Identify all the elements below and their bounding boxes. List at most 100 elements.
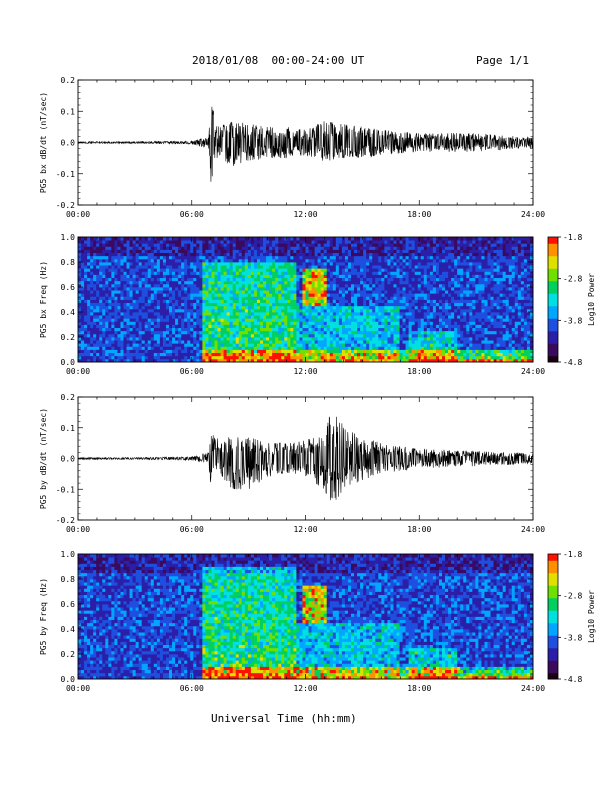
spectrogram-cell <box>223 287 228 291</box>
spectrogram-cell <box>438 268 443 272</box>
spectrogram-cell <box>141 268 146 272</box>
spectrogram-cell <box>108 277 112 282</box>
spectrogram-cell <box>135 302 140 307</box>
spectrogram-cell <box>275 315 279 319</box>
spectrogram-cell <box>235 249 240 254</box>
spectrogram-cell <box>402 262 406 266</box>
spectrogram-cell <box>244 346 249 350</box>
spectrogram-cell <box>244 262 249 266</box>
spectrogram-cell <box>162 262 167 266</box>
spectrogram-cell <box>111 337 115 341</box>
spectrogram-cell <box>284 302 288 307</box>
spectrogram-cell <box>323 252 328 257</box>
spectrogram-cell <box>123 277 127 282</box>
spectrogram-cell <box>266 315 270 319</box>
spectrogram-cell <box>260 321 264 325</box>
spectrogram-cell <box>256 352 261 357</box>
spectrogram-cell <box>211 287 215 291</box>
spectrogram-cell <box>141 296 146 300</box>
spectrogram-cell <box>420 346 425 350</box>
spectrogram-cell <box>272 321 276 325</box>
spectrogram-cell <box>241 290 246 294</box>
spectrogram-cell <box>156 337 161 341</box>
spectrogram-cell <box>338 249 343 254</box>
spectrogram-cell <box>123 296 127 300</box>
spectrogram-cell <box>141 333 146 338</box>
spectrogram-cell <box>442 340 446 344</box>
spectrogram-cell <box>150 237 155 241</box>
spectrogram-cell <box>435 305 440 310</box>
spectrogram-cell <box>414 343 419 347</box>
spectrogram-cell <box>202 237 206 241</box>
spectrogram-cell <box>93 268 97 272</box>
spectrogram-cell <box>417 346 422 350</box>
spectrogram-cell <box>287 258 291 263</box>
spectrogram-cell <box>187 293 191 297</box>
spectrogram-cell <box>357 240 361 244</box>
spectrogram-cell <box>211 352 215 357</box>
spectrogram-cell <box>375 237 379 241</box>
spectrogram-cell <box>260 262 264 266</box>
spectrogram-cell <box>411 255 416 260</box>
spectrogram-cell <box>99 358 103 363</box>
spectrogram-cell <box>408 293 413 297</box>
spectrogram-cell <box>187 343 191 347</box>
spectrogram-cell <box>172 330 176 335</box>
spectrogram-cell <box>181 302 185 307</box>
spectrogram-cell <box>217 252 221 257</box>
spectrogram-cell <box>272 324 276 329</box>
spectrogram-cell <box>405 258 410 263</box>
spectrogram-cell <box>266 255 270 260</box>
spectrogram-cell <box>90 312 94 316</box>
spectrogram-cell <box>347 290 352 294</box>
spectrogram-cell <box>335 296 340 300</box>
spectrogram-cell <box>426 315 431 319</box>
spectrogram-cell <box>84 355 88 360</box>
spectrogram-cell <box>93 318 97 322</box>
spectrogram-cell <box>153 274 158 279</box>
spectrogram-cell <box>193 277 197 282</box>
spectrogram-cell <box>117 308 121 313</box>
spectrogram-cell <box>132 287 137 291</box>
spectrogram-cell <box>432 330 437 335</box>
spectrogram-cell <box>363 305 367 310</box>
spectrogram-cell <box>284 293 288 297</box>
spectrogram-cell <box>205 271 209 275</box>
spectrogram-cell <box>211 255 215 260</box>
spectrogram-cell <box>429 346 434 350</box>
spectrogram-cell <box>241 312 246 316</box>
spectrogram-cell <box>287 271 291 275</box>
spectrogram-cell <box>314 237 319 241</box>
spectrogram-cell <box>269 237 273 241</box>
spectrogram-cell <box>402 249 406 254</box>
spectrogram-cell <box>435 265 440 269</box>
spectrogram-cell <box>320 265 325 269</box>
spectrogram-cell <box>314 349 319 354</box>
spectrogram-cell <box>442 249 446 254</box>
spectrogram-cell <box>278 337 282 341</box>
spectrogram-cell <box>132 249 137 254</box>
spectrogram-cell <box>199 246 203 250</box>
spectrogram-cell <box>205 327 209 332</box>
spectrogram-cell <box>311 252 315 257</box>
spectrogram-cell <box>169 346 173 350</box>
spectrogram-cell <box>117 243 121 247</box>
spectrogram-cell <box>266 321 270 325</box>
spectrogram-cell <box>256 355 261 360</box>
spectrogram-cell <box>120 255 124 260</box>
spectrogram-cell <box>432 333 437 338</box>
spectrogram-cell <box>132 324 137 329</box>
spectrogram-cell <box>281 243 285 247</box>
spectrogram-cell <box>378 308 382 313</box>
spectrogram-cell <box>344 296 349 300</box>
spectrogram-cell <box>196 343 200 347</box>
spectrogram-cell <box>165 252 170 257</box>
spectrogram-cell <box>256 324 261 329</box>
spectrogram-cell <box>93 280 97 285</box>
spectrogram-cell <box>417 296 422 300</box>
spectrogram-cell <box>223 321 228 325</box>
spectrogram-cell <box>381 337 385 341</box>
spectrogram-cell <box>159 327 164 332</box>
spectrogram-cell <box>90 237 94 241</box>
spectrogram-cell <box>272 312 276 316</box>
